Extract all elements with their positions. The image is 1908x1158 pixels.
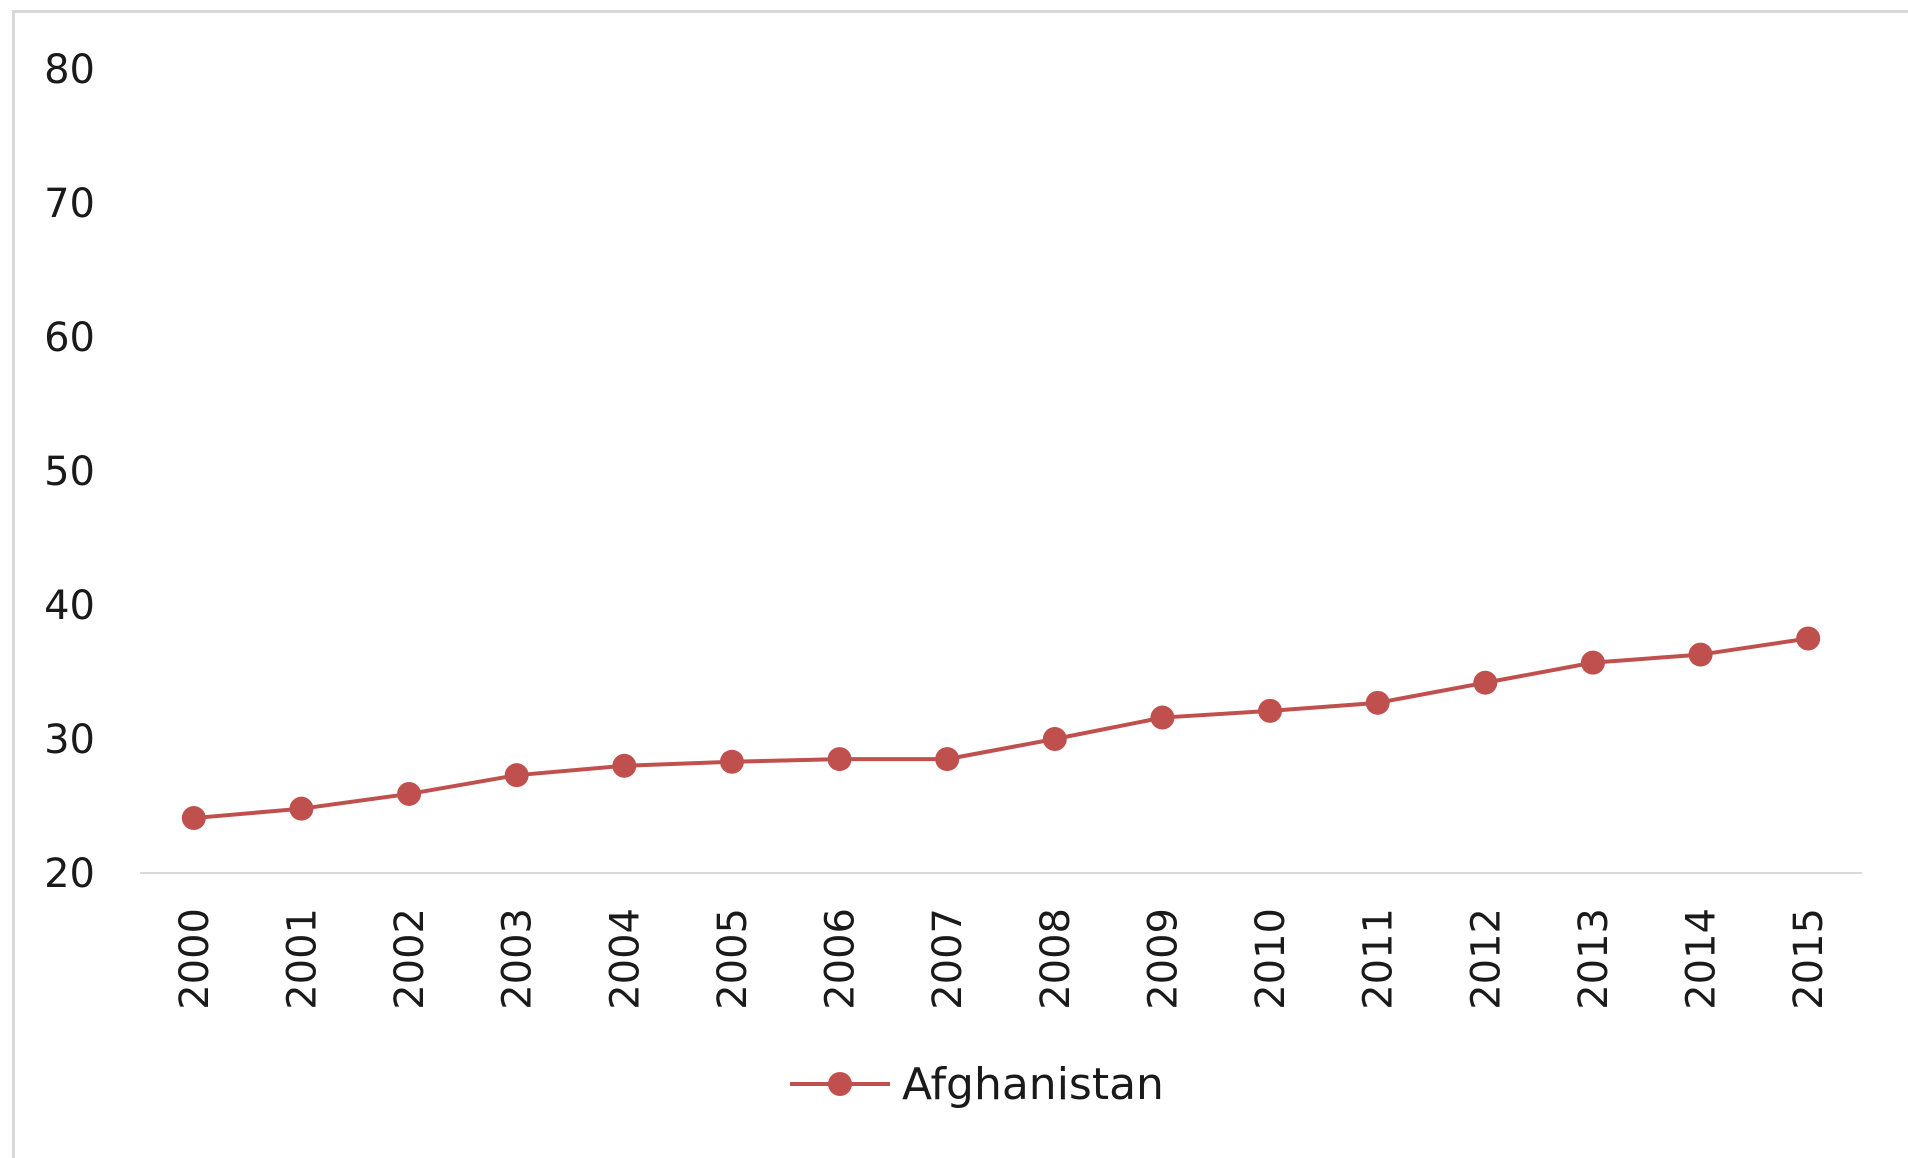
x-tick-label: 2007	[925, 908, 971, 1010]
y-tick-label: 50	[44, 449, 95, 495]
x-tick-label: 2009	[1140, 908, 1186, 1010]
data-point	[504, 763, 529, 788]
data-point	[181, 806, 206, 831]
data-point	[1688, 642, 1713, 667]
x-tick-label: 2006	[818, 908, 864, 1010]
legend-dot-marker	[828, 1072, 852, 1096]
legend-label: Afghanistan	[902, 1059, 1164, 1110]
x-tick-label: 2002	[387, 908, 433, 1010]
x-axis-tick-labels: 2000 2001 2002 2003 2004 2005 2006 2007 2008 2009…	[172, 908, 1832, 1010]
data-point	[827, 747, 852, 772]
x-tick-label: 2004	[602, 908, 648, 1010]
data-point	[612, 753, 637, 778]
y-tick-label: 70	[44, 181, 95, 227]
data-point	[935, 747, 960, 772]
x-tick-label: 2011	[1356, 908, 1402, 1010]
x-tick-label: 2010	[1248, 908, 1294, 1010]
x-tick-label: 2001	[279, 908, 325, 1010]
x-tick-label: 2014	[1679, 908, 1725, 1010]
data-point	[397, 781, 422, 806]
x-tick-label: 2003	[495, 908, 541, 1010]
x-tick-label: 2015	[1786, 908, 1832, 1010]
data-point	[1473, 670, 1498, 695]
x-tick-label: 2000	[172, 908, 218, 1010]
y-tick-label: 60	[44, 315, 95, 361]
y-tick-label: 80	[44, 47, 95, 93]
data-point	[1365, 690, 1390, 715]
data-point	[289, 796, 314, 821]
data-point	[719, 749, 744, 774]
y-tick-label: 40	[44, 583, 95, 629]
x-tick-label: 2005	[710, 908, 756, 1010]
data-point	[1042, 727, 1067, 751]
legend: Afghanistan	[790, 1059, 1164, 1110]
series-layer	[181, 626, 1821, 831]
data-point	[1796, 626, 1821, 651]
data-point	[1150, 705, 1175, 730]
y-tick-label: 20	[44, 851, 95, 897]
x-tick-label: 2008	[1033, 908, 1079, 1010]
chart-frame	[12, 10, 1908, 1158]
y-axis-tick-labels: 20 30 40 50 60 70 80	[44, 47, 95, 897]
series-line	[193, 636, 1809, 821]
x-tick-label: 2013	[1571, 908, 1617, 1010]
y-tick-label: 30	[44, 717, 95, 763]
data-point	[1258, 698, 1283, 723]
x-tick-label: 2012	[1463, 908, 1509, 1010]
data-point	[1580, 650, 1605, 675]
